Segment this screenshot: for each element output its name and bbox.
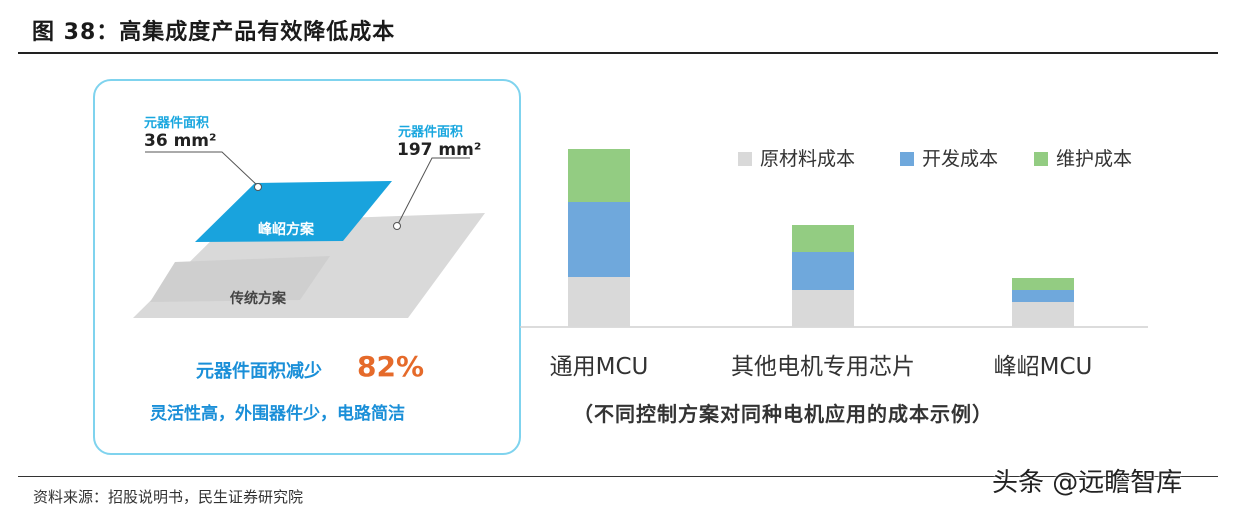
bar-segment-3-cat-1 [568, 149, 630, 202]
chart-caption: （不同控制方案对同种电机应用的成本示例） [573, 402, 993, 426]
benefits-text: 灵活性高，外围器件少，电路简洁 [150, 404, 405, 424]
source-note: 资料来源：招股说明书，民生证券研究院 [33, 488, 304, 506]
bar-segment-1-cat-2 [792, 290, 854, 327]
bottom-rule [18, 476, 1218, 477]
legend-swatch [1034, 152, 1048, 166]
legend-label: 原材料成本 [760, 148, 855, 170]
category-label: 通用MCU [550, 354, 649, 380]
traditional-plate-label: 传统方案 [230, 291, 286, 307]
bar-segment-1-cat-3 [1012, 302, 1074, 327]
bar-segment-2-cat-2 [792, 252, 854, 290]
small-area-label: 元器件面积 [144, 116, 210, 131]
legend-swatch [738, 152, 752, 166]
category-label: 峰岹MCU [994, 354, 1093, 380]
solution-plate-label: 峰岹方案 [258, 222, 314, 238]
legend-label: 开发成本 [922, 148, 998, 170]
small-area-value: 36 mm² [144, 131, 217, 151]
cost-stacked-bar-chart: 通用MCU 其他电机专用芯片 峰岹MCU 原材料成本 开发成本 维护成本 [520, 148, 1148, 380]
bar-segment-3-cat-2 [792, 225, 854, 252]
top-rule [18, 52, 1218, 54]
legend-label: 维护成本 [1056, 148, 1132, 170]
watermark: 头条 @远瞻智库 [992, 468, 1183, 498]
bar-segment-3-cat-3 [1012, 278, 1074, 290]
reduction-text: 元器件面积减少 [196, 361, 322, 382]
legend-swatch [900, 152, 914, 166]
large-area-label: 元器件面积 [398, 125, 464, 140]
bar-segment-2-cat-3 [1012, 290, 1074, 302]
reduction-percent: 82% [357, 350, 425, 383]
figure-title: 图 38：高集成度产品有效降低成本 [32, 20, 396, 45]
large-area-value: 197 mm² [397, 140, 482, 160]
category-label: 其他电机专用芯片 [731, 354, 915, 380]
bar-segment-1-cat-1 [568, 277, 630, 327]
bar-segment-2-cat-1 [568, 202, 630, 277]
